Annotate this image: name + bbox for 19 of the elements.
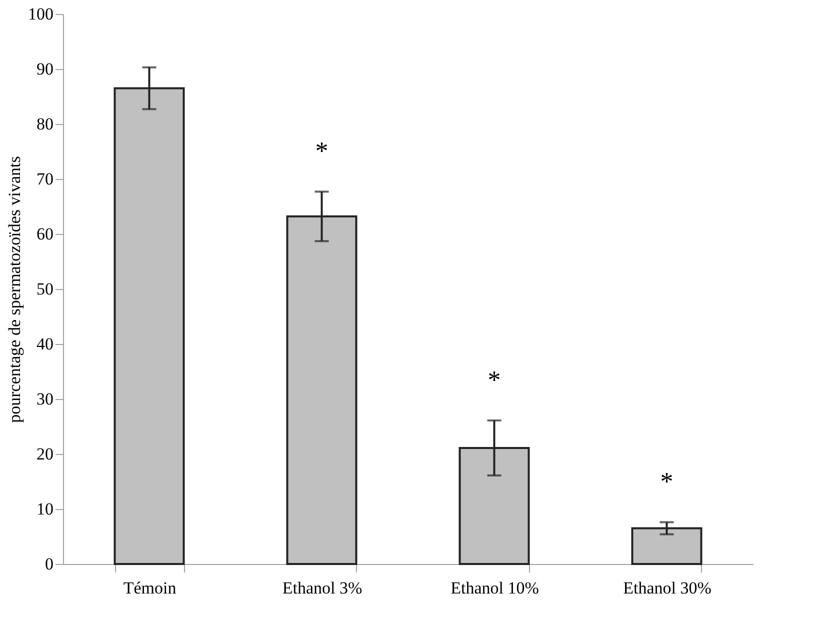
y-tick-label: 90: [36, 60, 54, 78]
y-tick-label: 30: [36, 390, 54, 408]
y-tick-label: 20: [36, 444, 54, 464]
y-tick-label: 10: [36, 500, 54, 518]
annotation: *: [488, 365, 501, 394]
y-tick-label: 70: [36, 170, 54, 188]
y-tick-label: 0: [45, 554, 54, 574]
x-tick-label: Témoin: [123, 578, 177, 598]
x-tick-label: Ethanol 30%: [623, 578, 712, 598]
x-tick-label: Ethanol 3%: [282, 578, 362, 598]
x-tick-label: Ethanol 10%: [450, 578, 539, 598]
y-tick-label: 50: [36, 280, 54, 298]
annotation: *: [660, 467, 674, 496]
annotation: *: [315, 136, 328, 166]
y-tick-label: 80: [36, 114, 54, 134]
y-tick-label: 100: [28, 4, 54, 24]
y-tick-label: 40: [36, 334, 54, 354]
y-axis-title: pourcentage de spermatozoïdes vivants: [5, 156, 24, 423]
y-tick-label: 60: [36, 224, 54, 244]
